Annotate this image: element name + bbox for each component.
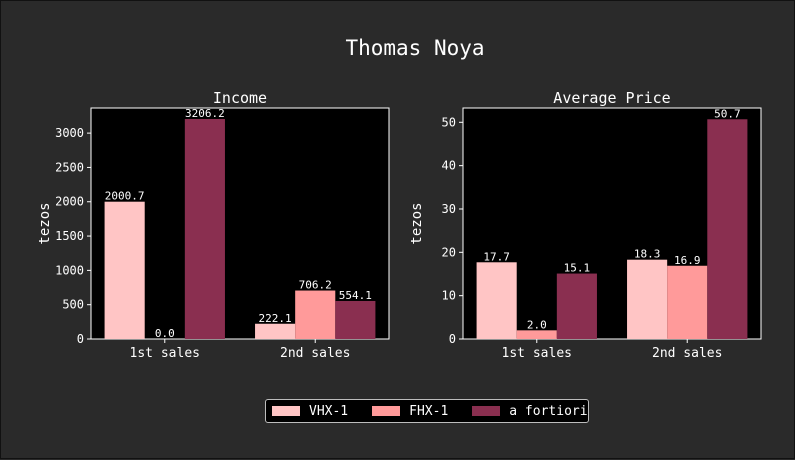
panel-title: Income	[213, 89, 267, 107]
y-tick-label: 500	[62, 298, 84, 312]
legend: VHX-1 FHX-1 a fortiori	[265, 399, 589, 423]
data-label: 2.0	[527, 318, 547, 331]
x-tick-label: 2nd sales	[280, 346, 350, 361]
x-tick-label: 2nd sales	[652, 346, 722, 361]
data-label: 0.0	[155, 327, 175, 340]
y-tick-label: 50	[442, 115, 456, 129]
y-tick-label: 0	[449, 332, 456, 346]
data-label: 706.2	[299, 279, 332, 292]
data-label: 222.1	[259, 312, 292, 325]
y-tick-label: 2000	[55, 195, 84, 209]
chart-panel-1: Income tezos 0 500 1000 1500 2000 2500 3000 1st s…	[37, 89, 390, 361]
legend-item-a-fortiori: a fortiori	[472, 403, 588, 419]
x-tick-label: 1st sales	[130, 346, 200, 361]
y-tick-label: 1000	[55, 263, 84, 277]
legend-label-fhx1: FHX-1	[409, 403, 449, 419]
bar	[295, 290, 336, 339]
x-tick-label: 1st sales	[502, 346, 572, 361]
data-label: 15.1	[564, 262, 591, 275]
data-label: 50.7	[714, 107, 741, 120]
data-label: 554.1	[339, 289, 372, 302]
data-label: 18.3	[634, 248, 661, 261]
bar	[335, 300, 376, 339]
legend-item-fhx1: FHX-1	[372, 404, 448, 419]
y-axis-label: tezos	[409, 202, 425, 244]
bar	[184, 118, 225, 339]
legend-label-vhx1: VHX-1	[309, 403, 349, 419]
y-axis-label: tezos	[37, 202, 53, 244]
chart-panel-2: Average Price tezos 0 10 20 30 40 50 1st sales 17…	[409, 89, 762, 361]
bar	[556, 273, 597, 339]
figure-title: Thomas Noya	[345, 36, 484, 60]
y-tick-label: 0	[77, 332, 84, 346]
y-tick-label: 1500	[55, 229, 84, 243]
y-tick-label: 20	[442, 245, 456, 259]
panel-title: Average Price	[553, 89, 670, 107]
legend-swatch-a-fortiori	[472, 406, 501, 416]
data-label: 16.9	[674, 254, 701, 267]
y-tick-label: 30	[442, 202, 456, 216]
bar	[104, 201, 145, 339]
data-label: 2000.7	[105, 190, 145, 203]
bar	[667, 265, 708, 339]
y-tick-label: 3000	[55, 126, 84, 140]
legend-item-vhx1: VHX-1	[272, 404, 348, 419]
y-tick-label: 2500	[55, 160, 84, 174]
data-label: 17.7	[483, 250, 510, 263]
data-label: 3206.2	[185, 107, 225, 120]
bar	[627, 259, 668, 339]
legend-swatch-vhx1	[272, 406, 300, 416]
bar	[255, 323, 296, 339]
y-tick-label: 10	[442, 289, 456, 303]
legend-swatch-fhx1	[372, 406, 401, 416]
bar	[516, 330, 557, 339]
bar	[707, 119, 748, 339]
y-tick-label: 40	[442, 159, 456, 173]
legend-label-a-fortiori: a fortiori	[509, 403, 588, 419]
bar	[476, 262, 517, 339]
